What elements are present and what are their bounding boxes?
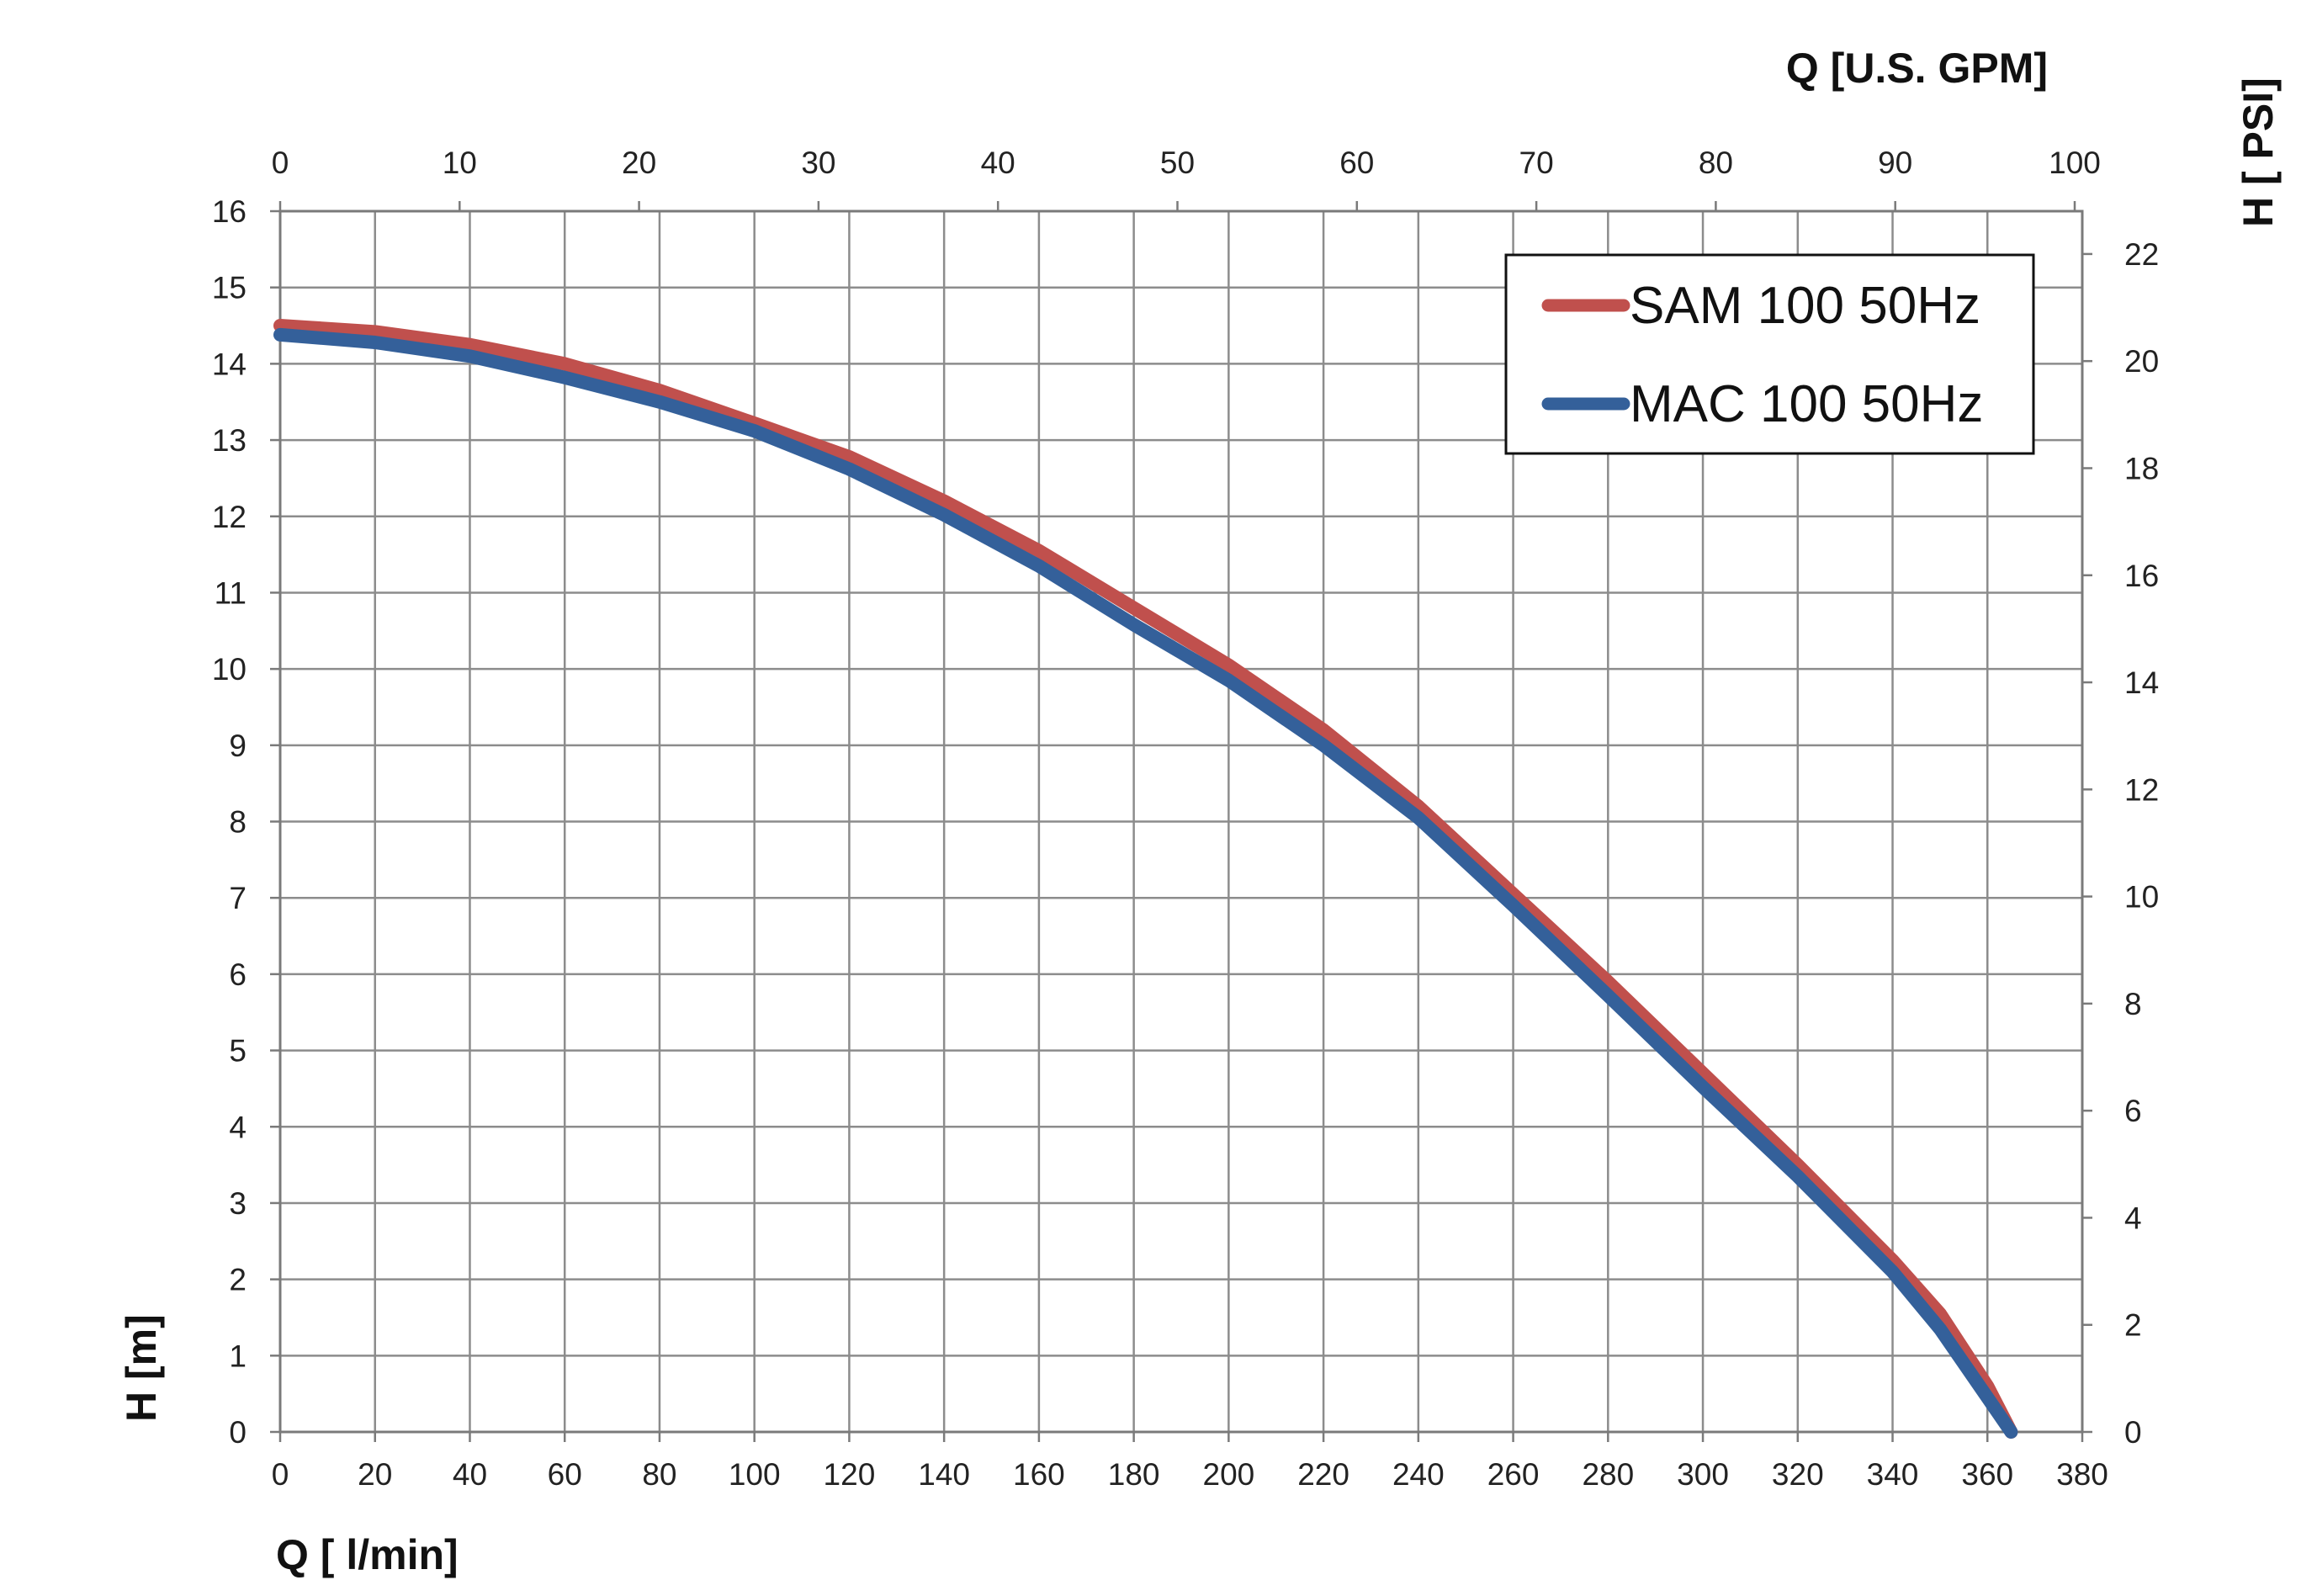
- x-tick-label: 20: [358, 1457, 392, 1492]
- x-tick-label: 280: [1582, 1457, 1634, 1492]
- x-tick-label: 140: [918, 1457, 970, 1492]
- secondary-y-axis-title: H [ PSI]: [2235, 77, 2282, 227]
- y-tick-label: 8: [229, 805, 247, 840]
- x2-tick-label: 60: [1339, 146, 1374, 180]
- series-line-sam-100: [273, 319, 2018, 1439]
- y-tick-label: 1: [229, 1339, 247, 1373]
- x2-tick-label: 70: [1519, 146, 1554, 180]
- series-lines: [273, 319, 2018, 1439]
- x-tick-label: 360: [1961, 1457, 2013, 1492]
- x-tick-label: 160: [1013, 1457, 1065, 1492]
- y2-tick-label: 16: [2124, 559, 2159, 593]
- x-tick-label: 60: [548, 1457, 582, 1492]
- x2-tick-label: 100: [2049, 146, 2101, 180]
- x-tick-label: 300: [1677, 1457, 1729, 1492]
- y-tick-label: 2: [229, 1263, 247, 1297]
- y-tick-label: 9: [229, 729, 247, 763]
- x2-tick-label: 80: [1699, 146, 1733, 180]
- x-tick-label: 240: [1392, 1457, 1445, 1492]
- secondary-x-axis-ticks: 0 10 20 30 40 50 60 70 80 90 100: [272, 146, 2101, 211]
- y-tick-label: 16: [212, 194, 247, 229]
- x-tick-label: 340: [1867, 1457, 1919, 1492]
- x2-tick-label: 90: [1878, 146, 1912, 180]
- y2-tick-label: 18: [2124, 451, 2159, 485]
- y2-tick-label: 6: [2124, 1094, 2142, 1128]
- x-tick-label: 0: [272, 1457, 289, 1492]
- y-tick-label: 0: [229, 1415, 247, 1450]
- x-tick-label: 200: [1203, 1457, 1255, 1492]
- x-tick-label: 80: [642, 1457, 676, 1492]
- y2-tick-label: 12: [2124, 772, 2159, 807]
- y2-tick-label: 10: [2124, 880, 2159, 915]
- y2-tick-label: 8: [2124, 987, 2142, 1021]
- y2-tick-label: 14: [2124, 665, 2159, 700]
- y2-tick-label: 2: [2124, 1308, 2142, 1343]
- y2-tick-label: 22: [2124, 237, 2159, 272]
- x-tick-label: 320: [1772, 1457, 1824, 1492]
- legend: SAM 100 50Hz MAC 100 50Hz: [1504, 253, 2035, 455]
- x-axis-ticks: 0 20 40 60 80 100 120 140 160 180 200 220 240 260 280 3…: [272, 1432, 2108, 1492]
- x-tick-label: 380: [2056, 1457, 2108, 1492]
- y-tick-label: 3: [229, 1186, 247, 1221]
- legend-box: [1504, 253, 2035, 455]
- y2-tick-label: 20: [2124, 344, 2159, 379]
- legend-label-sam-100: SAM 100 50Hz: [1630, 277, 1980, 335]
- y2-tick-label: 0: [2124, 1415, 2142, 1450]
- y-tick-label: 15: [212, 271, 247, 305]
- y-axis-title: H [m]: [118, 1314, 165, 1422]
- x2-tick-label: 40: [981, 146, 1015, 180]
- y-tick-label: 14: [212, 347, 247, 381]
- x-axis-title: Q [ l/min]: [276, 1531, 459, 1578]
- y-tick-label: 7: [229, 881, 247, 915]
- series-line-mac-100: [273, 327, 2018, 1439]
- x2-tick-label: 10: [443, 146, 477, 180]
- y-tick-label: 5: [229, 1034, 247, 1068]
- x2-tick-label: 50: [1160, 146, 1195, 180]
- x-tick-label: 260: [1487, 1457, 1540, 1492]
- x-tick-label: 100: [729, 1457, 781, 1492]
- x2-tick-label: 20: [622, 146, 656, 180]
- x-tick-label: 220: [1297, 1457, 1349, 1492]
- y-tick-label: 12: [212, 500, 247, 534]
- y-tick-label: 6: [229, 957, 247, 992]
- x-tick-label: 120: [824, 1457, 876, 1492]
- x-tick-label: 40: [453, 1457, 487, 1492]
- secondary-x-axis-title: Q [U.S. GPM]: [1786, 45, 2048, 92]
- legend-label-mac-100: MAC 100 50Hz: [1630, 375, 1983, 433]
- y-tick-label: 13: [212, 423, 247, 458]
- y2-tick-label: 4: [2124, 1201, 2142, 1235]
- y-tick-label: 10: [212, 652, 247, 687]
- x2-tick-label: 0: [272, 146, 289, 180]
- x-tick-label: 180: [1108, 1457, 1160, 1492]
- y-tick-label: 11: [215, 575, 247, 610]
- x2-tick-label: 30: [801, 146, 835, 180]
- y-tick-label: 4: [229, 1110, 247, 1144]
- secondary-y-axis-ticks: 0 2 4 6 8 10 12 14 16 18 20 22: [2082, 237, 2159, 1450]
